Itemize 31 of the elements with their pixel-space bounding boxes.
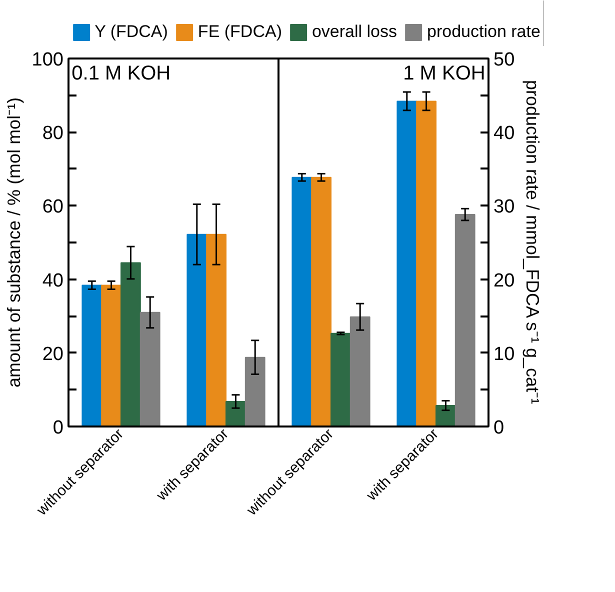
y2-tick-label: 40	[494, 123, 515, 144]
bar	[311, 176, 332, 426]
bar	[101, 284, 122, 426]
annotation: 0.1 M KOH	[72, 62, 171, 84]
bar	[396, 100, 418, 426]
bar	[244, 356, 266, 426]
legend-label: production rate	[427, 22, 540, 42]
annotation: 1 M KOH	[403, 62, 486, 84]
y2-tick-label: 10	[494, 344, 515, 365]
y-tick-label: 0	[52, 418, 64, 438]
y-tick-label: 40	[42, 270, 64, 292]
y2-tick-label: 50	[494, 50, 515, 70]
bar	[82, 284, 102, 426]
y2-tick-label: 30	[494, 196, 515, 218]
bar	[454, 214, 476, 426]
legend-label: Y (FDCA)	[94, 22, 168, 42]
y-tick-label: 80	[42, 123, 64, 144]
bar	[206, 234, 226, 426]
y-tick-label: 60	[42, 196, 64, 218]
bar	[292, 176, 312, 426]
bar	[416, 100, 436, 426]
bar	[436, 405, 456, 426]
y-tick-label: 100	[32, 50, 64, 70]
y2-axis-title: production rate / mmol_FDCA s⁻¹ g_cat⁻¹	[522, 80, 543, 404]
legend-label: overall loss	[312, 22, 398, 42]
bar	[186, 234, 208, 426]
legend-label: FE (FDCA)	[198, 22, 282, 42]
y-axis-title: amount of substance / % (mol mol⁻¹)	[4, 97, 24, 388]
y2-tick-label: 0	[494, 418, 504, 438]
y2-tick-label: 20	[494, 270, 515, 292]
y-tick-label: 20	[42, 344, 64, 365]
